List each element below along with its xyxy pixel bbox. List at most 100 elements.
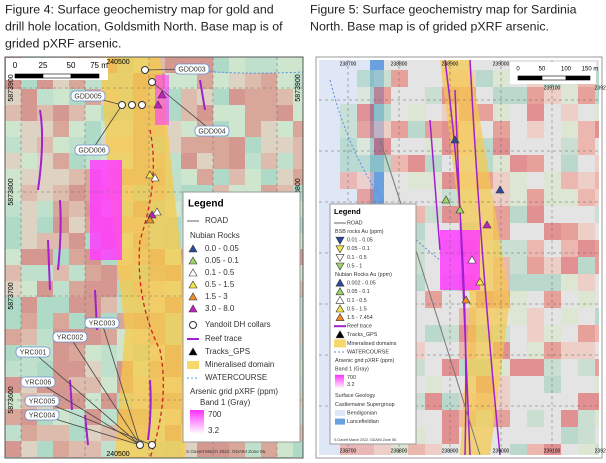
legend-label: ROAD: [347, 220, 363, 226]
grid-cell: [561, 223, 578, 240]
grid-cell: [85, 345, 101, 361]
hole-trace: [101, 322, 141, 446]
hole-label: YRC006: [25, 379, 52, 386]
grid-cell: [213, 105, 229, 121]
northing: 5873800: [8, 178, 15, 205]
collar: [118, 101, 126, 109]
grid-cell: [53, 281, 69, 297]
legend-symbol: [189, 321, 197, 329]
legend-label: 0.1 - 0.5: [347, 255, 367, 261]
legend-label: Nubian Rocks: [190, 231, 240, 240]
grid-cell: [37, 233, 53, 249]
grid-cell: [595, 325, 599, 342]
grid-cell: [181, 89, 197, 105]
legend-label: 0.05 - 0.1: [205, 256, 239, 265]
grid-cell: [229, 121, 245, 137]
grid-cell: [21, 249, 37, 265]
grid-cell: [595, 359, 599, 376]
legend-symbol: [335, 295, 345, 304]
hole-label-box: [24, 409, 60, 421]
rock-sample: [145, 215, 155, 224]
collar: [148, 441, 156, 449]
legend-label: Bendigonian: [347, 410, 377, 416]
legend-title: Legend: [188, 199, 224, 210]
grid-cell: [101, 329, 117, 345]
grid-cell: [37, 89, 53, 105]
grid-cell: [510, 359, 527, 376]
grid-cell: [101, 265, 117, 281]
grid-cell: [391, 70, 408, 87]
legend-label: ROAD: [205, 216, 228, 225]
grid-cell: [245, 89, 261, 105]
hole-label-box: [15, 346, 51, 358]
legend-label: Band 1 (Gray): [335, 367, 369, 373]
legend-symbol: [335, 304, 345, 313]
grid-cell: [293, 89, 303, 105]
grid-cell: [245, 105, 261, 121]
grid-cell: [69, 361, 85, 377]
grid-cell: [595, 393, 599, 410]
legend-label: WATERCOURSE: [347, 349, 389, 355]
grid-cell: [37, 425, 53, 441]
easting: 238700: [340, 61, 357, 67]
grid-cell: [101, 377, 117, 393]
legend-label: 3.2: [347, 382, 355, 388]
hole-trace: [41, 400, 153, 446]
grid-cell: [293, 57, 303, 73]
legend-symbol: [335, 254, 345, 263]
legend-symbol: [335, 278, 345, 287]
rock-sample: [450, 135, 460, 144]
scale-bar: [517, 75, 543, 81]
grid-cell: [5, 137, 21, 153]
grid-cell: [53, 441, 69, 457]
legend-label: 700: [208, 410, 222, 419]
grid-cell: [578, 189, 595, 206]
grid-cell: [408, 172, 425, 189]
grid-cell: [261, 153, 277, 169]
grid-cell: [69, 185, 85, 201]
grid-cell: [493, 70, 510, 87]
grid-cell: [374, 104, 391, 121]
reef-trace: [37, 109, 44, 191]
grid-cell: [425, 121, 442, 138]
grid-cell: [578, 410, 595, 427]
grid-cell: [357, 444, 374, 455]
grid-cell: [21, 169, 37, 185]
grid-cell: [261, 137, 277, 153]
grid-cell: [37, 249, 53, 265]
northing: 5873900: [295, 74, 302, 101]
grid-cell: [261, 57, 277, 73]
grid-cell: [261, 105, 277, 121]
grid-cell: [53, 297, 69, 313]
grid-cell: [5, 169, 21, 185]
collar: [141, 66, 149, 74]
grid-cell: [277, 441, 293, 457]
grid-cell: [340, 172, 357, 189]
credit: S.Gavett March 2022. GDA94 Zone 55.: [186, 449, 266, 454]
grid-cell: [5, 249, 21, 265]
grid-cell: [229, 73, 245, 89]
legend-label: 0.0 - 0.05: [205, 244, 239, 253]
credit: S.Gavett March 2022. GDA94 Zone 55.: [334, 438, 397, 442]
hole-label: GDD006: [78, 147, 105, 154]
grid-cell: [544, 325, 561, 342]
grid-cell: [261, 169, 277, 185]
grid-cell: [5, 233, 21, 249]
grid-cell: [476, 70, 493, 87]
grid-cell: [197, 441, 213, 457]
grid-cell: [181, 153, 197, 169]
track: [138, 129, 164, 458]
legend-symbol: [187, 361, 199, 369]
grid-cell: [544, 359, 561, 376]
legend-box: [182, 191, 301, 443]
grid-cell: [5, 265, 21, 281]
grid-cell: [5, 105, 21, 121]
grid-cell: [53, 185, 69, 201]
grid-cell: [527, 104, 544, 121]
collar: [136, 441, 144, 449]
legend-label: Nubian Rocks Au (ppm): [335, 272, 392, 278]
legend-symbol: [335, 245, 345, 254]
grid-cell: [527, 240, 544, 257]
watercourse: [189, 69, 303, 74]
grid-cell: [561, 138, 578, 155]
